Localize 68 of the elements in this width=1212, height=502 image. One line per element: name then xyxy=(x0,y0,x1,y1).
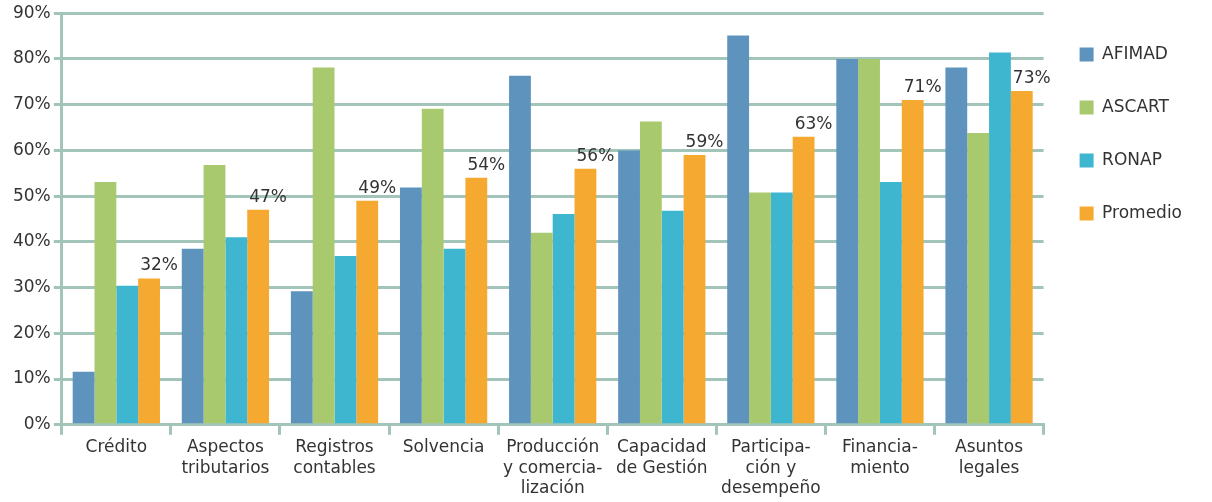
data-label: 63% xyxy=(794,112,833,133)
y-tick-label: 90% xyxy=(12,1,51,22)
bar xyxy=(312,67,335,424)
x-tick-label: Crédito xyxy=(85,436,148,457)
data-label: 73% xyxy=(1012,66,1051,87)
y-tick-label: 80% xyxy=(12,47,51,68)
data-label: 47% xyxy=(249,185,288,206)
bar xyxy=(203,165,226,424)
y-tick-label: 10% xyxy=(12,367,51,388)
data-label: 59% xyxy=(685,130,724,151)
y-tick-label: 70% xyxy=(12,93,51,114)
data-label: 56% xyxy=(576,144,615,165)
y-tick-label: 60% xyxy=(12,138,51,159)
bar xyxy=(945,67,968,424)
bar xyxy=(989,52,1011,424)
bar xyxy=(901,100,924,424)
data-label: 54% xyxy=(467,153,506,174)
x-tick-label: Aspectos tributarios xyxy=(181,436,270,477)
x-tick-label: Financia- miento xyxy=(842,436,918,477)
bar xyxy=(967,133,990,424)
y-tick-label: 0% xyxy=(23,413,51,434)
bar xyxy=(334,256,357,424)
bar xyxy=(530,232,553,424)
bar xyxy=(94,181,117,424)
bar xyxy=(421,108,444,424)
y-tick-label: 50% xyxy=(12,184,51,205)
x-tick-label: Producción y comercia- lización xyxy=(502,436,603,498)
bar xyxy=(618,150,640,424)
bar xyxy=(792,136,815,424)
bar xyxy=(770,192,793,424)
y-tick-label: 40% xyxy=(12,230,51,251)
bar xyxy=(639,121,662,424)
bar xyxy=(399,187,422,424)
legend-label: RONAP xyxy=(1102,148,1162,169)
bar xyxy=(574,168,597,424)
bar xyxy=(879,181,902,424)
bar xyxy=(1010,90,1033,424)
legend-label: AFIMAD xyxy=(1102,42,1168,63)
y-tick-label: 30% xyxy=(12,276,51,297)
x-tick-label: Asuntos legales xyxy=(955,436,1024,477)
legend-label: Promedio xyxy=(1102,201,1182,222)
bar xyxy=(749,192,771,424)
bar xyxy=(683,154,706,424)
bar xyxy=(661,210,684,424)
x-tick-label: Registros contables xyxy=(293,436,376,477)
bar xyxy=(356,200,379,424)
bar xyxy=(290,291,313,424)
data-label: 71% xyxy=(903,76,942,97)
y-tick-label: 20% xyxy=(12,321,51,342)
bar xyxy=(836,58,859,424)
bar xyxy=(443,248,466,424)
x-tick-label: Capacidad de Gestión xyxy=(615,436,708,477)
bar xyxy=(181,248,204,424)
legend-label: ASCART xyxy=(1102,95,1170,116)
bar xyxy=(116,285,139,424)
bar xyxy=(858,58,880,424)
bar xyxy=(509,75,531,424)
data-label: 49% xyxy=(358,176,397,197)
bar xyxy=(72,371,95,424)
bar xyxy=(138,278,160,424)
bar xyxy=(727,35,750,424)
bar xyxy=(247,209,270,424)
bar xyxy=(465,177,488,424)
x-tick-label: Participa- ción y desempeño xyxy=(721,436,821,498)
data-label: 32% xyxy=(140,254,178,275)
x-tick-label: Solvencia xyxy=(402,436,485,457)
bar xyxy=(225,237,248,424)
bar xyxy=(552,213,575,424)
